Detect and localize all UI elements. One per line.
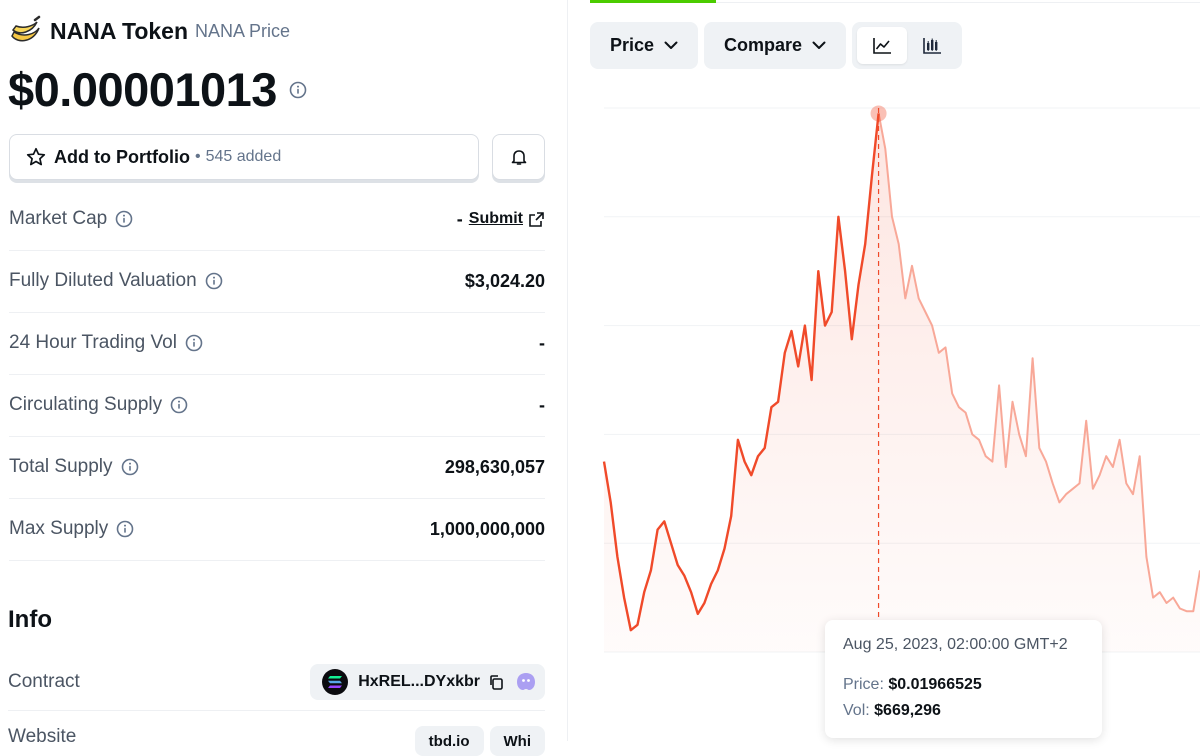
banana-icon (11, 15, 41, 42)
submit-link[interactable]: Submit (468, 210, 523, 227)
info-icon[interactable] (116, 520, 134, 538)
stat-row-circulating-supply: Circulating Supply - (9, 374, 545, 437)
solana-icon (322, 669, 349, 695)
add-to-portfolio-button[interactable]: Add to Portfolio • 545 added (9, 134, 479, 180)
panel-divider (567, 0, 568, 741)
contract-address-pill[interactable]: HxREL...DYxkbr (310, 664, 545, 700)
stat-value: - (539, 394, 545, 415)
price-dropdown-label: Price (610, 35, 655, 55)
price-line-after-cursor (877, 113, 1200, 613)
website-pill[interactable]: tbd.io (414, 726, 484, 756)
info-icon[interactable] (115, 210, 133, 228)
chevron-down-icon (664, 41, 678, 49)
price-row: $0.00001013 (8, 62, 307, 117)
chevron-down-icon (812, 41, 826, 49)
copy-icon[interactable] (488, 674, 505, 691)
chart-toolbar: Price Compare (590, 22, 963, 69)
coin-header: NANA Token NANA Price (8, 14, 290, 48)
line-chart-icon (873, 37, 892, 54)
stat-row-market-cap: Market Cap - Submit (9, 188, 545, 251)
price-chart-svg[interactable] (568, 90, 1200, 741)
stat-row-volume: 24 Hour Trading Vol - (9, 312, 545, 375)
candlestick-chart-button[interactable] (907, 27, 957, 64)
phantom-wallet-icon[interactable] (515, 671, 537, 693)
info-icon[interactable] (205, 272, 223, 290)
stat-label: Circulating Supply (9, 394, 163, 415)
tooltip-vol-value: $669,296 (874, 702, 941, 719)
stat-label: 24 Hour Trading Vol (9, 332, 177, 353)
portfolio-dot: • (194, 148, 201, 165)
tooltip-date: Aug 25, 2023, 02:00:00 GMT+2 (843, 636, 1068, 653)
stat-label: Fully Diluted Valuation (9, 270, 197, 291)
chart-panel: Price Compare (568, 0, 1200, 741)
tooltip-price-value: $0.01966525 (888, 676, 982, 693)
stat-label: Total Supply (9, 456, 113, 477)
price-area (604, 113, 1200, 652)
tab-baseline (716, 2, 1200, 3)
contract-label: Contract (8, 671, 80, 692)
bell-icon (511, 150, 526, 165)
info-icon[interactable] (185, 334, 203, 352)
chart-mode-toggle (852, 22, 963, 69)
tooltip-price-label: Price: (843, 676, 884, 693)
info-icon[interactable] (121, 458, 139, 476)
chart-tooltip: Aug 25, 2023, 02:00:00 GMT+2 Price: $0.0… (825, 620, 1102, 738)
stat-label: Market Cap (9, 208, 108, 229)
portfolio-label: Add to Portfolio (54, 146, 190, 167)
stat-row-fdv: Fully Diluted Valuation $3,024.20 (9, 250, 545, 313)
stat-label: Max Supply (9, 518, 109, 539)
price-line (602, 113, 880, 632)
whitepaper-pill[interactable]: Whi (489, 726, 545, 756)
compare-dropdown-label: Compare (724, 35, 803, 55)
price-alert-button[interactable] (492, 134, 545, 180)
contract-row: Contract HxREL...DYxkbr (8, 654, 545, 711)
stat-value: $3,024.20 (464, 270, 545, 291)
stat-value: - (539, 332, 545, 353)
compare-dropdown[interactable]: Compare (704, 22, 847, 69)
candlestick-chart-icon (923, 37, 942, 54)
info-icon[interactable] (170, 396, 188, 414)
price-info-icon[interactable] (289, 81, 307, 99)
external-link-icon[interactable] (528, 211, 545, 228)
coin-price: $0.00001013 (8, 63, 277, 116)
website-row: Website tbd.io Whi (8, 726, 545, 756)
active-tab-indicator (590, 0, 716, 3)
info-section-title: Info (8, 606, 52, 633)
coin-info-panel: NANA Token NANA Price $0.00001013 Add to… (0, 0, 560, 756)
tooltip-vol-label: Vol: (843, 702, 870, 719)
stat-value: - (456, 208, 463, 229)
line-chart-button[interactable] (857, 27, 908, 64)
price-chart[interactable]: Aug 25, 2023, 02:00:00 GMT+2 Price: $0.0… (568, 90, 1200, 741)
price-dropdown[interactable]: Price (590, 22, 699, 69)
hover-point (870, 105, 887, 122)
coin-subtitle: NANA Price (195, 20, 291, 41)
coin-name: NANA Token (50, 17, 188, 44)
website-label: Website (8, 726, 77, 747)
contract-address: HxREL...DYxkbr (358, 673, 480, 690)
stat-row-max-supply: Max Supply 1,000,000,000 (9, 498, 545, 561)
stat-value: 298,630,057 (444, 456, 545, 477)
star-icon (26, 147, 46, 166)
portfolio-count: 545 added (205, 148, 282, 165)
stat-row-total-supply: Total Supply 298,630,057 (9, 436, 545, 499)
stat-value: 1,000,000,000 (429, 518, 545, 539)
